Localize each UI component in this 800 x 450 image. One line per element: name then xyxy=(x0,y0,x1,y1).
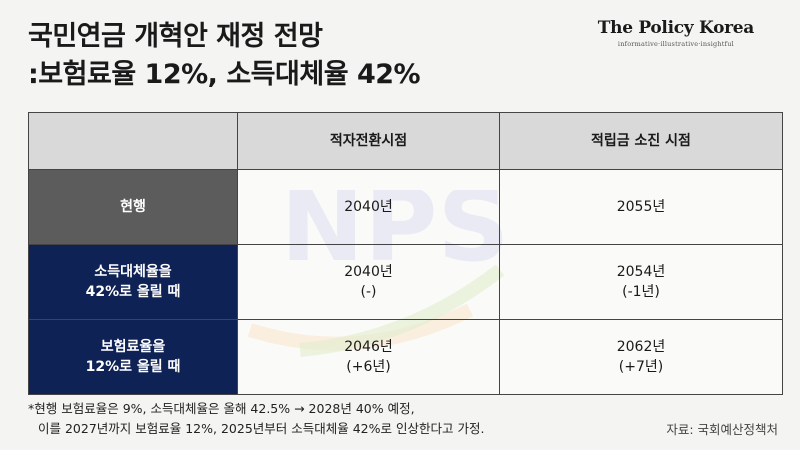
table-header-row: 적자전환시점 적립금 소진 시점 xyxy=(28,112,783,170)
depletion-cell: 2062년 (+7년) xyxy=(499,319,783,395)
source-note: 자료: 국회예산정책처 xyxy=(666,422,778,437)
deficit-cell: 2046년 (+6년) xyxy=(237,319,500,395)
table-row: 소득대체율을 42%로 올릴 때 2040년 (-) 2054년 (-1년) xyxy=(28,244,783,320)
title-line-1: 국민연금 개혁안 재정 전망 xyxy=(28,21,323,52)
footnote-line-2: 이를 2027년까지 보험료율 12%, 2025년부터 소득대체율 42%로 … xyxy=(38,421,485,436)
footnote-line-1: *현행 보험료율은 9%, 소득대체율은 올해 42.5% → 2028년 40… xyxy=(28,401,415,416)
header-empty xyxy=(28,112,238,170)
depletion-cell: 2055년 xyxy=(499,169,783,245)
deficit-cell: 2040년 xyxy=(237,169,500,245)
deficit-cell: 2040년 (-) xyxy=(237,244,500,320)
brand-name: The Policy Korea xyxy=(597,18,755,38)
row-label: 현행 xyxy=(28,169,238,245)
brand-tagline: informative·illustrative·insightful xyxy=(617,40,734,48)
page-title: 국민연금 개혁안 재정 전망 :보험료율 12%, 소득대체율 42% xyxy=(28,18,421,94)
brand-logo: The Policy Korea informative·illustrativ… xyxy=(597,18,755,48)
row-label: 소득대체율을 42%로 올릴 때 xyxy=(28,244,238,320)
title-line-2: :보험료율 12%, 소득대체율 42% xyxy=(28,59,421,90)
row-label: 보험료율을 12%로 올릴 때 xyxy=(28,319,238,395)
depletion-cell: 2054년 (-1년) xyxy=(499,244,783,320)
projection-table: 적자전환시점 적립금 소진 시점 현행 2040년 2055년 소득대체율을 4… xyxy=(28,112,783,395)
footnote: *현행 보험료율은 9%, 소득대체율은 올해 42.5% → 2028년 40… xyxy=(28,399,484,439)
header-deficit: 적자전환시점 xyxy=(237,112,500,170)
table-row: 보험료율을 12%로 올릴 때 2046년 (+6년) 2062년 (+7년) xyxy=(28,319,783,395)
header-depletion: 적립금 소진 시점 xyxy=(499,112,783,170)
table-row: 현행 2040년 2055년 xyxy=(28,169,783,245)
